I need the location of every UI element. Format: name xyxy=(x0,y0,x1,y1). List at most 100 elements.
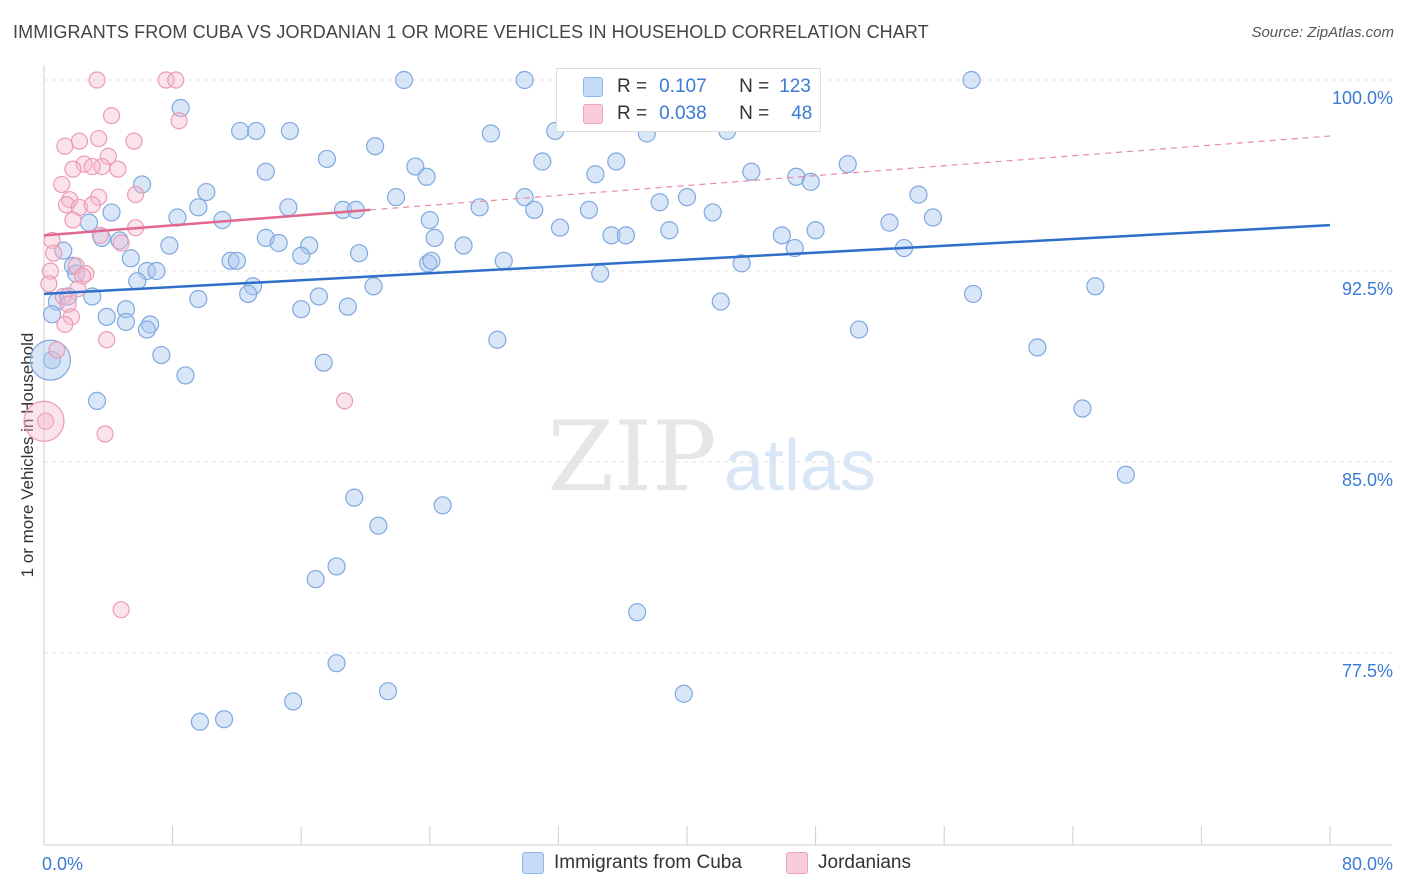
data-point-cuba xyxy=(160,236,179,255)
data-point-cuba xyxy=(317,149,337,169)
bottom-legend-label-cuba: Immigrants from Cuba xyxy=(554,852,742,873)
data-point-cuba xyxy=(1028,338,1047,357)
data-point-jordanians xyxy=(43,231,61,250)
legend-r-label: R = xyxy=(617,76,648,97)
data-point-jordanians xyxy=(53,175,71,194)
data-point-cuba xyxy=(525,200,544,219)
data-point-cuba xyxy=(470,198,489,217)
data-point-cuba xyxy=(364,277,383,296)
bottom-legend-item-cuba: Immigrants from Cuba xyxy=(522,852,742,874)
data-point-cuba xyxy=(221,251,240,270)
data-point-cuba xyxy=(29,339,72,381)
data-point-cuba xyxy=(417,167,436,186)
data-point-cuba xyxy=(279,198,298,217)
axes xyxy=(43,65,1392,846)
legend-swatch-jordanians xyxy=(583,104,603,124)
data-point-cuba xyxy=(732,254,751,273)
data-point-jordanians xyxy=(90,129,108,148)
data-point-cuba xyxy=(309,287,328,306)
x-tick-label: 0.0% xyxy=(42,854,83,874)
data-point-jordanians xyxy=(56,137,74,155)
data-point-jordanians xyxy=(157,71,175,89)
legend-r-value-jordanians: 0.038 xyxy=(659,103,707,124)
legend-row-jordanians: R = 0.038 N = 48 xyxy=(557,101,812,127)
data-point-jordanians xyxy=(83,157,101,176)
data-point-cuba xyxy=(801,172,820,191)
trend-line-jordanians-dashed xyxy=(370,135,1331,211)
data-point-cuba xyxy=(292,246,311,265)
data-point-jordanians xyxy=(40,275,58,293)
legend-r-label: R = xyxy=(617,103,648,124)
data-point-cuba xyxy=(515,188,534,207)
data-point-jordanians xyxy=(23,400,65,442)
data-point-cuba xyxy=(660,221,679,240)
data-point-cuba xyxy=(703,203,722,222)
chart-title: IMMIGRANTS FROM CUBA VS JORDANIAN 1 OR M… xyxy=(13,22,929,42)
legend-r-value-cuba: 0.107 xyxy=(659,76,707,97)
data-point-cuba xyxy=(772,226,791,245)
data-point-jordanians xyxy=(57,196,76,214)
data-point-cuba xyxy=(97,307,116,326)
data-point-jordanians xyxy=(167,71,185,89)
data-point-cuba xyxy=(515,70,534,90)
data-point-jordanians xyxy=(99,147,117,165)
data-point-cuba xyxy=(420,210,439,230)
data-point-jordanians xyxy=(109,160,127,178)
data-point-cuba xyxy=(333,200,353,219)
data-point-cuba xyxy=(306,570,325,589)
data-point-cuba xyxy=(42,305,62,324)
data-point-cuba xyxy=(189,198,208,217)
data-point-cuba xyxy=(102,203,121,222)
data-point-jordanians xyxy=(69,280,87,298)
data-point-cuba xyxy=(197,182,216,202)
data-point-cuba xyxy=(378,682,398,701)
data-point-jordanians xyxy=(88,71,106,89)
data-point-cuba xyxy=(419,254,438,273)
data-point-cuba xyxy=(454,236,473,255)
legend-row-cuba: R = 0.107 N = 123 xyxy=(557,74,811,100)
y-tick-label: 92.5% xyxy=(1342,279,1393,299)
data-point-cuba xyxy=(171,98,190,118)
data-point-cuba xyxy=(838,154,857,174)
y-tick-label: 100.0% xyxy=(1332,88,1393,108)
legend-n-label: N = xyxy=(739,103,770,124)
data-point-cuba xyxy=(494,251,513,270)
watermark-atlas: atlas xyxy=(724,426,876,506)
series-jordanians xyxy=(23,71,354,619)
data-point-cuba xyxy=(110,231,129,250)
data-point-jordanians xyxy=(170,112,188,130)
data-point-cuba xyxy=(87,391,107,410)
data-point-cuba xyxy=(481,124,500,143)
data-point-cuba xyxy=(650,193,669,212)
data-point-cuba xyxy=(54,241,73,260)
data-point-cuba xyxy=(116,300,136,319)
data-point-cuba xyxy=(674,684,693,703)
data-point-jordanians xyxy=(98,331,116,349)
data-point-jordanians xyxy=(59,295,77,313)
y-tick-label: 85.0% xyxy=(1342,470,1393,490)
y-tick-label: 77.5% xyxy=(1342,661,1393,681)
data-point-cuba xyxy=(964,284,983,304)
data-point-jordanians xyxy=(112,601,130,619)
data-point-cuba xyxy=(190,712,210,731)
data-point-cuba xyxy=(338,297,357,316)
chart-source: Source: ZipAtlas.com xyxy=(1251,24,1394,41)
data-point-cuba xyxy=(433,496,452,515)
data-point-cuba xyxy=(579,200,599,219)
data-point-cuba xyxy=(591,264,610,283)
data-point-jordanians xyxy=(77,264,95,283)
data-point-cuba xyxy=(284,692,303,711)
data-point-cuba xyxy=(292,300,311,319)
data-point-cuba xyxy=(79,213,99,232)
data-point-cuba xyxy=(422,251,441,270)
data-point-cuba xyxy=(128,272,147,291)
data-point-cuba xyxy=(231,121,250,141)
legend-n-label: N = xyxy=(739,76,770,97)
data-point-cuba xyxy=(880,213,899,232)
data-point-jordanians xyxy=(112,234,130,252)
data-point-cuba xyxy=(140,315,160,334)
data-point-cuba xyxy=(550,218,570,237)
data-point-jordanians xyxy=(96,425,114,443)
data-point-cuba xyxy=(806,221,825,240)
data-point-cuba xyxy=(132,175,152,194)
